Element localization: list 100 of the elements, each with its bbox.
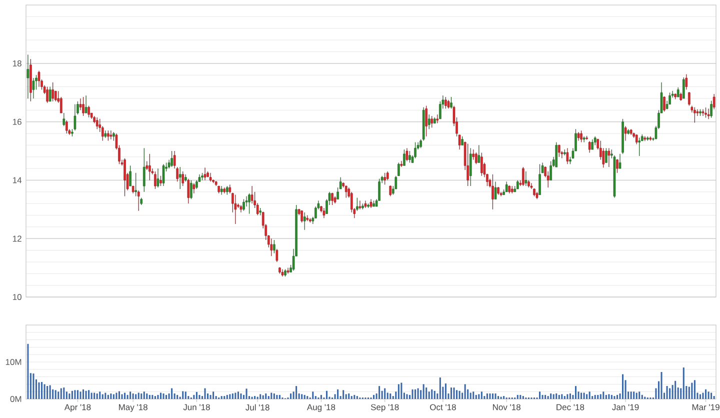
candlestick bbox=[580, 130, 582, 143]
candlestick bbox=[204, 167, 206, 180]
candlestick bbox=[430, 116, 434, 128]
candlestick bbox=[608, 148, 610, 168]
candlestick bbox=[605, 148, 608, 163]
candlestick bbox=[428, 114, 430, 130]
candlestick bbox=[704, 107, 707, 118]
candlestick bbox=[187, 178, 190, 204]
y-tick-label: 18 bbox=[12, 60, 22, 66]
candlestick bbox=[242, 198, 245, 212]
candlestick bbox=[685, 74, 688, 90]
y-tick-label: 10M bbox=[6, 359, 22, 366]
candlestick bbox=[702, 108, 704, 116]
candlestick bbox=[148, 154, 151, 180]
candlestick bbox=[46, 86, 48, 104]
candlestick bbox=[444, 96, 447, 109]
candlestick bbox=[541, 162, 544, 174]
candlestick bbox=[466, 143, 469, 186]
candlestick bbox=[558, 144, 560, 158]
candlestick bbox=[694, 106, 696, 123]
candlestick bbox=[245, 196, 248, 207]
candlestick bbox=[591, 139, 594, 150]
candlestick bbox=[110, 130, 112, 140]
candlestick bbox=[286, 268, 290, 274]
y-tick-label: 16 bbox=[12, 118, 22, 125]
candlestick bbox=[566, 148, 569, 164]
y-tick-label: 14 bbox=[12, 177, 22, 184]
candlestick bbox=[129, 165, 132, 186]
candlestick bbox=[710, 100, 712, 118]
candlestick bbox=[331, 192, 334, 206]
candlestick bbox=[384, 172, 386, 185]
candlestick bbox=[492, 174, 494, 210]
candlestick bbox=[52, 82, 54, 102]
candlestick bbox=[156, 168, 160, 188]
candlestick bbox=[688, 92, 690, 106]
candlestick bbox=[322, 208, 326, 218]
candlestick bbox=[38, 70, 40, 88]
candlestick bbox=[270, 238, 273, 256]
candlestick bbox=[450, 96, 452, 109]
candlestick bbox=[26, 54, 30, 99]
candlestick bbox=[668, 92, 671, 105]
candlestick bbox=[154, 171, 156, 190]
candlestick bbox=[107, 130, 110, 142]
candlestick bbox=[524, 171, 528, 186]
candlestick bbox=[88, 105, 90, 118]
x-tick-label: Mar '19 bbox=[692, 404, 720, 410]
candlestick bbox=[303, 212, 306, 230]
candlestick bbox=[79, 98, 82, 110]
candlestick bbox=[142, 148, 146, 192]
x-tick-label: Sep '18 bbox=[370, 404, 399, 412]
y-tick-label: 0M bbox=[10, 396, 22, 402]
y-tick-label: 10 bbox=[12, 294, 22, 300]
candlestick bbox=[134, 172, 137, 197]
candlestick bbox=[82, 96, 84, 116]
candlestick bbox=[48, 86, 52, 102]
candlestick bbox=[32, 78, 35, 99]
x-tick-label: Jul '18 bbox=[246, 404, 270, 410]
candlestick bbox=[234, 194, 237, 224]
candlestick bbox=[522, 166, 524, 186]
candlestick bbox=[162, 164, 165, 186]
candlestick bbox=[618, 154, 622, 169]
candlestick bbox=[137, 190, 140, 212]
x-tick-label: Oct '18 bbox=[430, 404, 456, 410]
candlestick bbox=[538, 164, 541, 196]
candlestick bbox=[616, 158, 618, 174]
x-tick-label: Apr '18 bbox=[64, 404, 91, 412]
candlestick bbox=[358, 200, 362, 210]
candlestick bbox=[62, 112, 66, 126]
candlestick bbox=[209, 172, 212, 182]
candlestick bbox=[649, 136, 652, 142]
candlestick bbox=[469, 148, 472, 186]
candlestick bbox=[182, 171, 184, 186]
candlestick bbox=[273, 240, 276, 254]
candlestick bbox=[505, 181, 508, 192]
candlestick bbox=[400, 160, 403, 168]
candlestick bbox=[676, 87, 680, 98]
candlestick bbox=[555, 142, 558, 168]
candlestick bbox=[414, 142, 416, 159]
candlestick bbox=[707, 108, 710, 120]
x-tick-label: Jun '18 bbox=[183, 404, 210, 410]
candlestick bbox=[170, 150, 173, 168]
candlestick bbox=[406, 148, 408, 162]
candlestick bbox=[96, 117, 98, 130]
candlestick bbox=[276, 248, 278, 262]
candlestick bbox=[478, 144, 480, 163]
candlestick bbox=[480, 152, 483, 176]
candlestick bbox=[682, 77, 685, 99]
candlestick bbox=[403, 149, 406, 166]
x-tick-label: Aug '18 bbox=[306, 404, 336, 412]
candlestick bbox=[398, 162, 400, 176]
candlestick bbox=[160, 176, 162, 186]
candlestick bbox=[494, 181, 497, 200]
candlestick bbox=[192, 182, 196, 194]
y-tick-label: 12 bbox=[12, 236, 22, 242]
candlestick bbox=[712, 94, 716, 110]
x-tick-label: Jan '19 bbox=[612, 404, 639, 410]
candlestick bbox=[248, 193, 250, 214]
candlestick bbox=[696, 108, 699, 116]
candlestick bbox=[663, 96, 666, 112]
candlestick bbox=[300, 210, 303, 223]
